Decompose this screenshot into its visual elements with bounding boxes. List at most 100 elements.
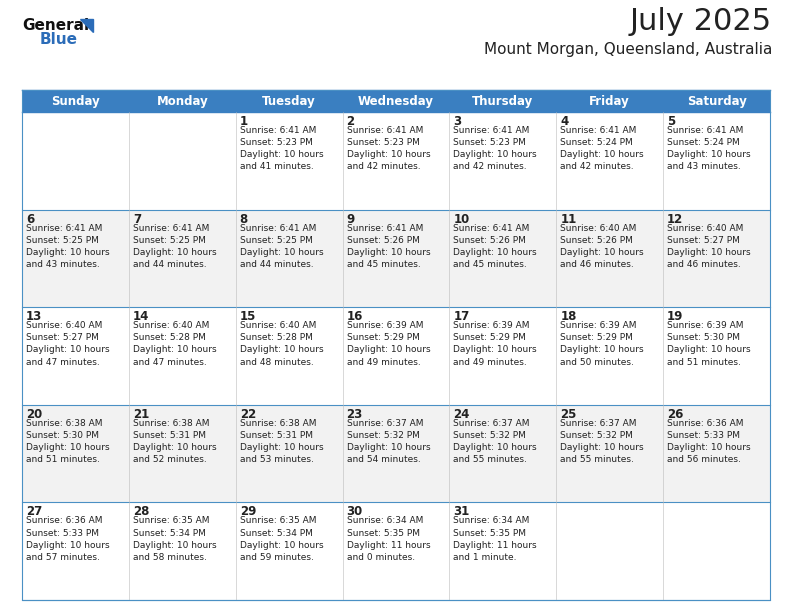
Bar [556,209,663,307]
Text: Sunrise: 6:38 AM
Sunset: 5:31 PM
Daylight: 10 hours
and 53 minutes.: Sunrise: 6:38 AM Sunset: 5:31 PM Dayligh… [240,419,323,465]
Text: 14: 14 [133,310,149,323]
Bar [449,405,556,502]
Text: Blue: Blue [40,32,78,47]
Text: 13: 13 [26,310,42,323]
Bar [22,405,129,502]
Text: Sunrise: 6:40 AM
Sunset: 5:26 PM
Daylight: 10 hours
and 46 minutes.: Sunrise: 6:40 AM Sunset: 5:26 PM Dayligh… [560,223,644,269]
Bar [449,90,556,112]
Bar [22,90,129,112]
Bar [663,90,770,112]
Text: Sunrise: 6:40 AM
Sunset: 5:28 PM
Daylight: 10 hours
and 48 minutes.: Sunrise: 6:40 AM Sunset: 5:28 PM Dayligh… [240,321,323,367]
Bar [556,90,663,112]
Bar [663,209,770,307]
Text: Monday: Monday [156,94,208,108]
Text: Friday: Friday [589,94,630,108]
Text: Wednesday: Wednesday [358,94,434,108]
Text: Mount Morgan, Queensland, Australia: Mount Morgan, Queensland, Australia [484,42,772,57]
Bar [22,502,129,600]
Text: Tuesday: Tuesday [262,94,316,108]
Bar [236,307,343,405]
Text: Sunrise: 6:39 AM
Sunset: 5:29 PM
Daylight: 10 hours
and 49 minutes.: Sunrise: 6:39 AM Sunset: 5:29 PM Dayligh… [454,321,537,367]
Text: 8: 8 [240,212,248,226]
Text: 24: 24 [454,408,470,421]
Text: Sunrise: 6:40 AM
Sunset: 5:27 PM
Daylight: 10 hours
and 46 minutes.: Sunrise: 6:40 AM Sunset: 5:27 PM Dayligh… [667,223,751,269]
Text: Sunrise: 6:41 AM
Sunset: 5:23 PM
Daylight: 10 hours
and 42 minutes.: Sunrise: 6:41 AM Sunset: 5:23 PM Dayligh… [454,126,537,171]
Text: Sunrise: 6:41 AM
Sunset: 5:24 PM
Daylight: 10 hours
and 43 minutes.: Sunrise: 6:41 AM Sunset: 5:24 PM Dayligh… [667,126,751,171]
Bar [556,502,663,600]
Bar [236,502,343,600]
Bar [343,405,449,502]
Text: Sunrise: 6:41 AM
Sunset: 5:25 PM
Daylight: 10 hours
and 44 minutes.: Sunrise: 6:41 AM Sunset: 5:25 PM Dayligh… [133,223,216,269]
Text: Sunrise: 6:41 AM
Sunset: 5:23 PM
Daylight: 10 hours
and 41 minutes.: Sunrise: 6:41 AM Sunset: 5:23 PM Dayligh… [240,126,323,171]
Text: 19: 19 [667,310,683,323]
Bar [343,307,449,405]
Text: 25: 25 [560,408,577,421]
Text: Sunrise: 6:41 AM
Sunset: 5:25 PM
Daylight: 10 hours
and 44 minutes.: Sunrise: 6:41 AM Sunset: 5:25 PM Dayligh… [240,223,323,269]
Text: 16: 16 [347,310,363,323]
Text: 26: 26 [667,408,683,421]
Bar [129,209,236,307]
Text: 6: 6 [26,212,34,226]
Text: 29: 29 [240,506,256,518]
Text: 27: 27 [26,506,42,518]
Text: Sunrise: 6:38 AM
Sunset: 5:31 PM
Daylight: 10 hours
and 52 minutes.: Sunrise: 6:38 AM Sunset: 5:31 PM Dayligh… [133,419,216,465]
Text: Sunrise: 6:38 AM
Sunset: 5:30 PM
Daylight: 10 hours
and 51 minutes.: Sunrise: 6:38 AM Sunset: 5:30 PM Dayligh… [26,419,109,465]
Bar [449,307,556,405]
Text: Sunrise: 6:39 AM
Sunset: 5:30 PM
Daylight: 10 hours
and 51 minutes.: Sunrise: 6:39 AM Sunset: 5:30 PM Dayligh… [667,321,751,367]
Text: 15: 15 [240,310,256,323]
Text: 28: 28 [133,506,149,518]
Bar [129,405,236,502]
Bar [343,90,449,112]
Text: Sunrise: 6:35 AM
Sunset: 5:34 PM
Daylight: 10 hours
and 59 minutes.: Sunrise: 6:35 AM Sunset: 5:34 PM Dayligh… [240,517,323,562]
Bar [22,112,129,209]
Text: 10: 10 [454,212,470,226]
Bar [236,405,343,502]
Bar [556,405,663,502]
Text: Sunrise: 6:36 AM
Sunset: 5:33 PM
Daylight: 10 hours
and 57 minutes.: Sunrise: 6:36 AM Sunset: 5:33 PM Dayligh… [26,517,109,562]
Text: Sunrise: 6:41 AM
Sunset: 5:25 PM
Daylight: 10 hours
and 43 minutes.: Sunrise: 6:41 AM Sunset: 5:25 PM Dayligh… [26,223,109,269]
Text: 12: 12 [667,212,683,226]
Text: Sunrise: 6:41 AM
Sunset: 5:24 PM
Daylight: 10 hours
and 42 minutes.: Sunrise: 6:41 AM Sunset: 5:24 PM Dayligh… [560,126,644,171]
Bar [129,112,236,209]
Text: Sunrise: 6:34 AM
Sunset: 5:35 PM
Daylight: 11 hours
and 0 minutes.: Sunrise: 6:34 AM Sunset: 5:35 PM Dayligh… [347,517,430,562]
Bar [129,307,236,405]
Text: Sunrise: 6:34 AM
Sunset: 5:35 PM
Daylight: 11 hours
and 1 minute.: Sunrise: 6:34 AM Sunset: 5:35 PM Dayligh… [454,517,537,562]
Text: 30: 30 [347,506,363,518]
Bar [236,90,343,112]
Bar [663,112,770,209]
Text: 21: 21 [133,408,149,421]
Text: 2: 2 [347,115,355,128]
Text: Sunrise: 6:39 AM
Sunset: 5:29 PM
Daylight: 10 hours
and 50 minutes.: Sunrise: 6:39 AM Sunset: 5:29 PM Dayligh… [560,321,644,367]
Bar [556,112,663,209]
Bar [663,405,770,502]
Bar [663,307,770,405]
Text: 1: 1 [240,115,248,128]
Text: General: General [22,18,89,33]
Text: 20: 20 [26,408,42,421]
Bar [663,502,770,600]
Text: 3: 3 [454,115,462,128]
Bar [129,502,236,600]
Text: Sunrise: 6:37 AM
Sunset: 5:32 PM
Daylight: 10 hours
and 55 minutes.: Sunrise: 6:37 AM Sunset: 5:32 PM Dayligh… [560,419,644,465]
Bar [129,90,236,112]
Text: Sunrise: 6:41 AM
Sunset: 5:26 PM
Daylight: 10 hours
and 45 minutes.: Sunrise: 6:41 AM Sunset: 5:26 PM Dayligh… [347,223,430,269]
Text: 4: 4 [560,115,569,128]
Bar [236,209,343,307]
Text: Saturday: Saturday [687,94,747,108]
Text: 18: 18 [560,310,577,323]
Bar [449,209,556,307]
Bar [343,112,449,209]
Text: Sunrise: 6:35 AM
Sunset: 5:34 PM
Daylight: 10 hours
and 58 minutes.: Sunrise: 6:35 AM Sunset: 5:34 PM Dayligh… [133,517,216,562]
Bar [343,209,449,307]
Text: Thursday: Thursday [472,94,534,108]
Bar [343,502,449,600]
Text: 9: 9 [347,212,355,226]
Bar [556,307,663,405]
Text: Sunrise: 6:36 AM
Sunset: 5:33 PM
Daylight: 10 hours
and 56 minutes.: Sunrise: 6:36 AM Sunset: 5:33 PM Dayligh… [667,419,751,465]
Text: 5: 5 [667,115,676,128]
Bar [22,307,129,405]
Text: Sunrise: 6:37 AM
Sunset: 5:32 PM
Daylight: 10 hours
and 54 minutes.: Sunrise: 6:37 AM Sunset: 5:32 PM Dayligh… [347,419,430,465]
Text: 11: 11 [560,212,577,226]
Text: 22: 22 [240,408,256,421]
Text: Sunrise: 6:40 AM
Sunset: 5:28 PM
Daylight: 10 hours
and 47 minutes.: Sunrise: 6:40 AM Sunset: 5:28 PM Dayligh… [133,321,216,367]
